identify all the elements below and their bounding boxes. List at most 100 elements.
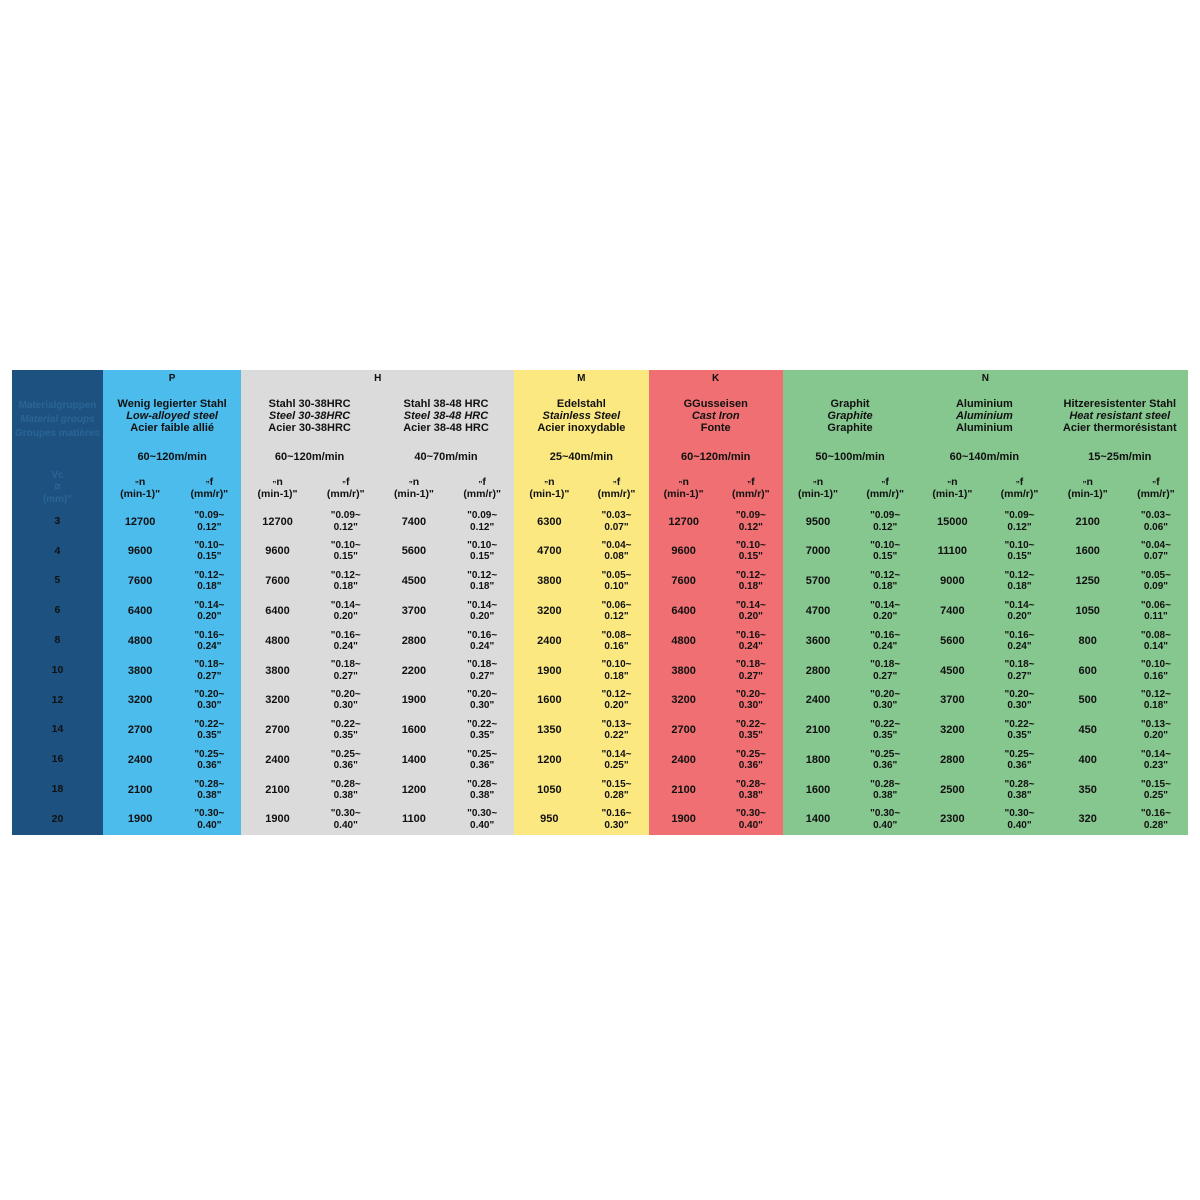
spindle-speed-cell: 1250 <box>1051 566 1124 597</box>
diameter-cell: 6 <box>12 596 103 626</box>
feed-rate-cell: "0.28~ 0.38" <box>450 774 515 805</box>
material-name-cell: Aluminium Aluminium Aluminium <box>917 388 1052 444</box>
spindle-speed-cell: 4800 <box>241 625 314 656</box>
feed-rate-cell: "0.06~ 0.12" <box>584 596 649 626</box>
diameter-cell: 10 <box>12 655 103 686</box>
cutting-speed-row: 60~120m/min 60~120m/min 40~70m/min 25~40m/m… <box>12 444 1188 470</box>
feed-unit-header: „f (mm/r)" <box>313 470 378 507</box>
spindle-speed-cell: 4500 <box>917 655 988 686</box>
feed-rate-cell: "0.14~ 0.20" <box>450 596 515 626</box>
feed-rate-cell: "0.16~ 0.24" <box>718 625 783 656</box>
spindle-speed-cell: 450 <box>1051 715 1124 746</box>
vc-value-cell: 15~25m/min <box>1051 444 1188 470</box>
speed-unit-header: „n (min-1)" <box>241 470 314 507</box>
feed-rate-cell: "0.10~ 0.15" <box>987 536 1052 567</box>
spindle-speed-cell: 3200 <box>917 715 988 746</box>
feed-rate-cell: "0.14~ 0.25" <box>584 745 649 775</box>
feed-rate-cell: "0.14~ 0.20" <box>718 596 783 626</box>
feed-rate-cell: "0.12~ 0.18" <box>987 566 1052 597</box>
feed-rate-cell: "0.16~ 0.24" <box>450 625 515 656</box>
feed-rate-cell: "0.09~ 0.12" <box>718 506 783 537</box>
speed-unit-header: „n (min-1)" <box>782 470 854 507</box>
feed-rate-cell: "0.30~ 0.40" <box>853 804 918 835</box>
feed-rate-cell: "0.25~ 0.36" <box>177 745 242 775</box>
vc-value-cell: 60~120m/min <box>241 444 378 470</box>
feed-rate-cell: "0.09~ 0.12" <box>450 506 515 537</box>
material-name-cell: Stahl 38-48 HRC Steel 38-48 HRC Acier 38-4… <box>377 388 515 444</box>
spindle-speed-cell: 7000 <box>782 536 854 567</box>
spindle-speed-cell: 15000 <box>917 506 988 537</box>
spindle-speed-cell: 400 <box>1051 745 1124 775</box>
feed-rate-cell: "0.10~ 0.18" <box>584 655 649 686</box>
feed-rate-cell: "0.09~ 0.12" <box>177 506 242 537</box>
feed-rate-cell: "0.14~ 0.20" <box>853 596 918 626</box>
group-code-k: K <box>648 370 783 388</box>
feed-rate-cell: "0.16~ 0.24" <box>177 625 242 656</box>
spindle-speed-cell: 350 <box>1051 774 1124 805</box>
spindle-speed-cell: 2100 <box>782 715 854 746</box>
spindle-speed-cell: 1050 <box>1051 596 1124 626</box>
spindle-speed-cell: 2300 <box>917 804 988 835</box>
table-row: 12 3200 "0.20~ 0.30" 3200 "0.20~ 0.30" 1900 "0.2… <box>12 685 1188 716</box>
feed-rate-cell: "0.13~ 0.20" <box>1123 715 1188 746</box>
feed-unit-header: „f (mm/r)" <box>584 470 649 507</box>
feed-rate-cell: "0.22~ 0.35" <box>718 715 783 746</box>
vc-value-cell: 60~120m/min <box>648 444 783 470</box>
speed-unit-header: „n (min-1)" <box>377 470 451 507</box>
speed-unit-header: „n (min-1)" <box>648 470 719 507</box>
spindle-speed-cell: 800 <box>1051 625 1124 656</box>
feed-rate-cell: "0.12~ 0.18" <box>450 566 515 597</box>
material-name-cell: Hitzeresistenter Stahl Heat resistant ste… <box>1051 388 1188 444</box>
table-row: 14 2700 "0.22~ 0.35" 2700 "0.22~ 0.35" 1600 "0.2… <box>12 715 1188 746</box>
spindle-speed-cell: 9600 <box>102 536 178 567</box>
spindle-speed-cell: 2400 <box>648 745 719 775</box>
group-code-n: N <box>782 370 1188 388</box>
table-row: 16 2400 "0.25~ 0.36" 2400 "0.25~ 0.36" 1400 "0.2… <box>12 745 1188 775</box>
diameter-unit-label: ⌀ (mm)" <box>42 481 73 505</box>
feed-rate-cell: "0.20~ 0.30" <box>718 685 783 716</box>
table-row: 18 2100 "0.28~ 0.38" 2100 "0.28~ 0.38" 1200 "0.2… <box>12 774 1188 805</box>
speed-unit-header: „n (min-1)" <box>102 470 178 507</box>
feed-rate-cell: "0.10~ 0.15" <box>853 536 918 567</box>
spindle-speed-cell: 3200 <box>648 685 719 716</box>
spindle-speed-cell: 4700 <box>782 596 854 626</box>
vc-value-cell: 40~70m/min <box>377 444 515 470</box>
feed-rate-cell: "0.20~ 0.30" <box>987 685 1052 716</box>
spindle-speed-cell: 2400 <box>241 745 314 775</box>
feed-unit-header: „f (mm/r)" <box>450 470 515 507</box>
spindle-speed-cell: 4500 <box>377 566 451 597</box>
feed-unit-header: „f (mm/r)" <box>987 470 1052 507</box>
material-name-cell: Edelstahl Stainless Steel Acier inoxydable <box>514 388 649 444</box>
feed-rate-cell: "0.30~ 0.40" <box>718 804 783 835</box>
spindle-speed-cell: 1900 <box>648 804 719 835</box>
group-code-m: M <box>514 370 649 388</box>
spindle-speed-cell: 1900 <box>514 655 585 686</box>
feed-rate-cell: "0.22~ 0.35" <box>853 715 918 746</box>
spindle-speed-cell: 2100 <box>102 774 178 805</box>
diameter-cell: 16 <box>12 745 103 775</box>
table-row: 8 4800 "0.16~ 0.24" 4800 "0.16~ 0.24" 2800 "0.16… <box>12 625 1188 656</box>
feed-rate-cell: "0.25~ 0.36" <box>450 745 515 775</box>
spindle-speed-cell: 1050 <box>514 774 585 805</box>
spindle-speed-cell: 1100 <box>377 804 451 835</box>
spindle-speed-cell: 7600 <box>241 566 314 597</box>
spindle-speed-cell: 2800 <box>782 655 854 686</box>
speed-unit-header: „n (min-1)" <box>917 470 988 507</box>
spindle-speed-cell: 950 <box>514 804 585 835</box>
diameter-cell: 4 <box>12 536 103 567</box>
feed-rate-cell: "0.30~ 0.40" <box>450 804 515 835</box>
feed-rate-cell: "0.12~ 0.20" <box>584 685 649 716</box>
material-name-cell: GGusseisen Cast Iron Fonte <box>648 388 783 444</box>
feed-rate-cell: "0.09~ 0.12" <box>987 506 1052 537</box>
diameter-cell: 8 <box>12 625 103 656</box>
feed-rate-cell: "0.30~ 0.40" <box>987 804 1052 835</box>
feed-rate-cell: "0.28~ 0.38" <box>718 774 783 805</box>
vc-value-cell: 25~40m/min <box>514 444 649 470</box>
feed-rate-cell: "0.08~ 0.14" <box>1123 625 1188 656</box>
vc-value-cell: 60~140m/min <box>917 444 1052 470</box>
spindle-speed-cell: 3200 <box>102 685 178 716</box>
table-row: 6 6400 "0.14~ 0.20" 6400 "0.14~ 0.20" 3700 "0.14… <box>12 596 1188 626</box>
feed-rate-cell: "0.22~ 0.35" <box>177 715 242 746</box>
feed-rate-cell: "0.16~ 0.24" <box>313 625 378 656</box>
spindle-speed-cell: 4700 <box>514 536 585 567</box>
